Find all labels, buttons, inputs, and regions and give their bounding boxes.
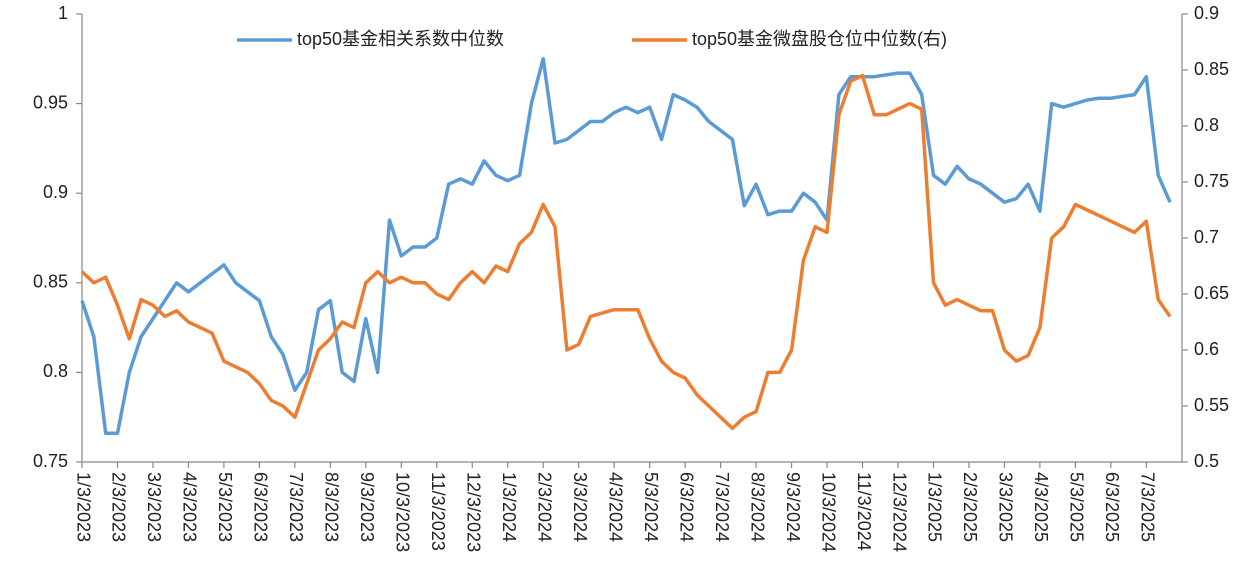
y-tick-label: 0.8 (43, 361, 68, 381)
x-tick-label: 10/3/2023 (393, 472, 413, 552)
x-tick-label: 1/3/2023 (73, 472, 93, 542)
y2-tick-label: 0.9 (1194, 3, 1219, 23)
x-tick-label: 1/3/2025 (925, 472, 945, 542)
x-tick-label: 6/3/2025 (1102, 472, 1122, 542)
x-tick-label: 11/3/2023 (428, 472, 448, 551)
x-tick-label: 4/3/2023 (180, 472, 200, 542)
x-tick-label: 2/3/2025 (960, 472, 980, 542)
x-tick-label: 12/3/2024 (889, 472, 909, 552)
x-tick-label: 3/3/2024 (570, 472, 590, 542)
x-tick-label: 3/3/2025 (996, 472, 1016, 542)
y-tick-label: 0.75 (33, 451, 68, 471)
legend-label: top50基金微盘股仓位中位数(右) (692, 29, 947, 49)
x-tick-label: 8/3/2023 (322, 472, 342, 542)
y-tick-label: 0.85 (33, 272, 68, 292)
x-tick-label: 3/3/2023 (144, 472, 164, 542)
legend-label: top50基金相关系数中位数 (297, 29, 504, 49)
x-tick-label: 5/3/2023 (215, 472, 235, 542)
x-tick-label: 10/3/2024 (818, 472, 838, 552)
x-tick-label: 6/3/2024 (676, 472, 696, 542)
y2-tick-label: 0.85 (1194, 59, 1229, 79)
x-tick-label: 7/3/2023 (286, 472, 306, 542)
x-tick-label: 7/3/2025 (1138, 472, 1158, 542)
x-tick-label: 5/3/2024 (641, 472, 661, 542)
y-tick-label: 1 (58, 3, 68, 23)
x-tick-label: 8/3/2024 (747, 472, 767, 542)
x-tick-label: 4/3/2024 (605, 472, 625, 542)
x-tick-label: 4/3/2025 (1031, 472, 1051, 542)
x-tick-label: 5/3/2025 (1067, 472, 1087, 542)
x-tick-label: 6/3/2023 (251, 472, 271, 542)
y2-tick-label: 0.6 (1194, 339, 1219, 359)
x-tick-label: 9/3/2023 (357, 472, 377, 542)
y2-tick-label: 0.55 (1194, 395, 1229, 415)
y2-tick-label: 0.7 (1194, 227, 1219, 247)
x-tick-label: 2/3/2024 (534, 472, 554, 542)
x-tick-label: 7/3/2024 (712, 472, 732, 542)
y2-tick-label: 0.8 (1194, 115, 1219, 135)
x-tick-label: 2/3/2023 (109, 472, 129, 542)
y-tick-label: 0.95 (33, 92, 68, 112)
y-tick-label: 0.9 (43, 182, 68, 202)
y2-tick-label: 0.65 (1194, 283, 1229, 303)
y2-tick-label: 0.75 (1194, 171, 1229, 191)
x-tick-label: 9/3/2024 (783, 472, 803, 542)
x-tick-label: 11/3/2024 (854, 472, 874, 551)
x-tick-label: 12/3/2023 (464, 472, 484, 552)
x-tick-label: 1/3/2024 (499, 472, 519, 542)
series-line (80, 57, 1172, 436)
series-line (80, 73, 1172, 431)
y2-tick-label: 0.5 (1194, 451, 1219, 471)
